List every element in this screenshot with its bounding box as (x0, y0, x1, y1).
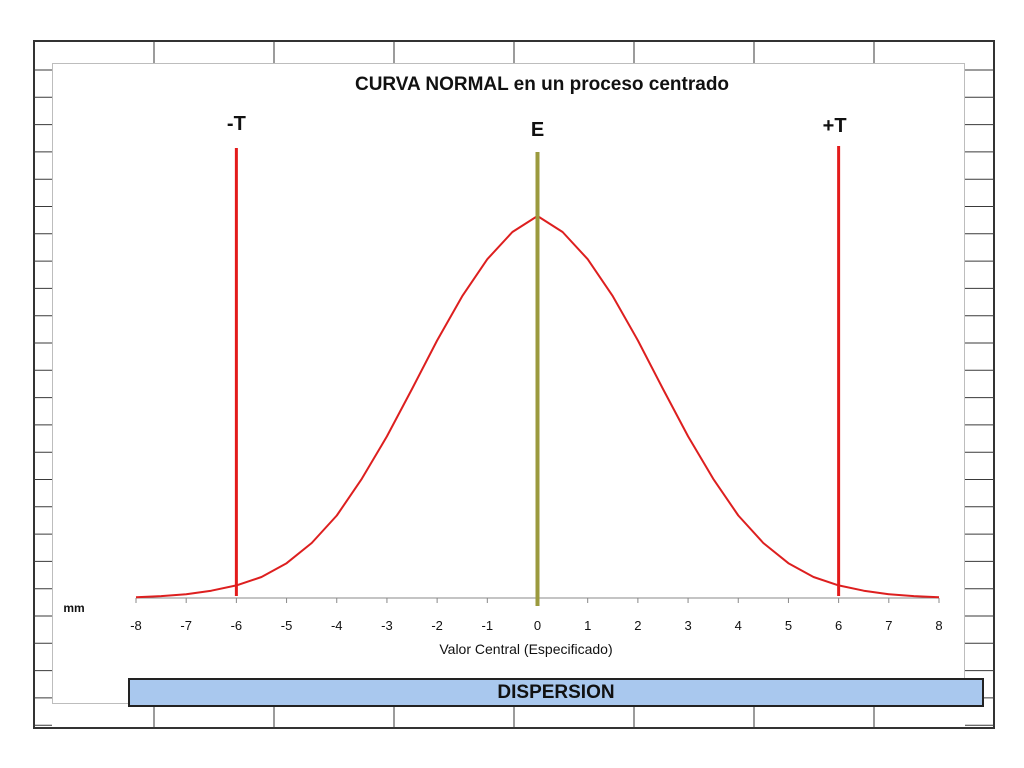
x-tick-label: 4 (735, 618, 742, 633)
x-tick-label: -6 (231, 618, 243, 633)
x-tick-label: 8 (935, 618, 942, 633)
x-tick-label: -4 (331, 618, 343, 633)
x-tick-label: -8 (130, 618, 142, 633)
x-tick-label: 7 (885, 618, 892, 633)
marker-label: -T (227, 113, 246, 135)
x-tick-label: 6 (835, 618, 842, 633)
x-tick-label: -7 (180, 618, 192, 633)
marker-lines: -T E +T (227, 113, 847, 606)
x-tick-label: -2 (431, 618, 443, 633)
marker-label: E (531, 119, 544, 141)
x-tick-label: -1 (482, 618, 494, 633)
dispersion-banner: DISPERSION (128, 678, 984, 707)
x-tick-label: -5 (281, 618, 293, 633)
x-tick-label: 1 (584, 618, 591, 633)
x-tick-label: -3 (381, 618, 393, 633)
x-tick-label: 5 (785, 618, 792, 633)
unit-label: mm (63, 601, 84, 615)
x-tick-label: 3 (684, 618, 691, 633)
x-tick-label: 2 (634, 618, 641, 633)
chart-area (52, 63, 965, 704)
marker-label: +T (823, 115, 847, 137)
x-axis-title: Valor Central (Especificado) (439, 641, 612, 657)
chart-title: CURVA NORMAL en un proceso centrado (355, 74, 729, 95)
x-tick-label: 0 (534, 618, 541, 633)
